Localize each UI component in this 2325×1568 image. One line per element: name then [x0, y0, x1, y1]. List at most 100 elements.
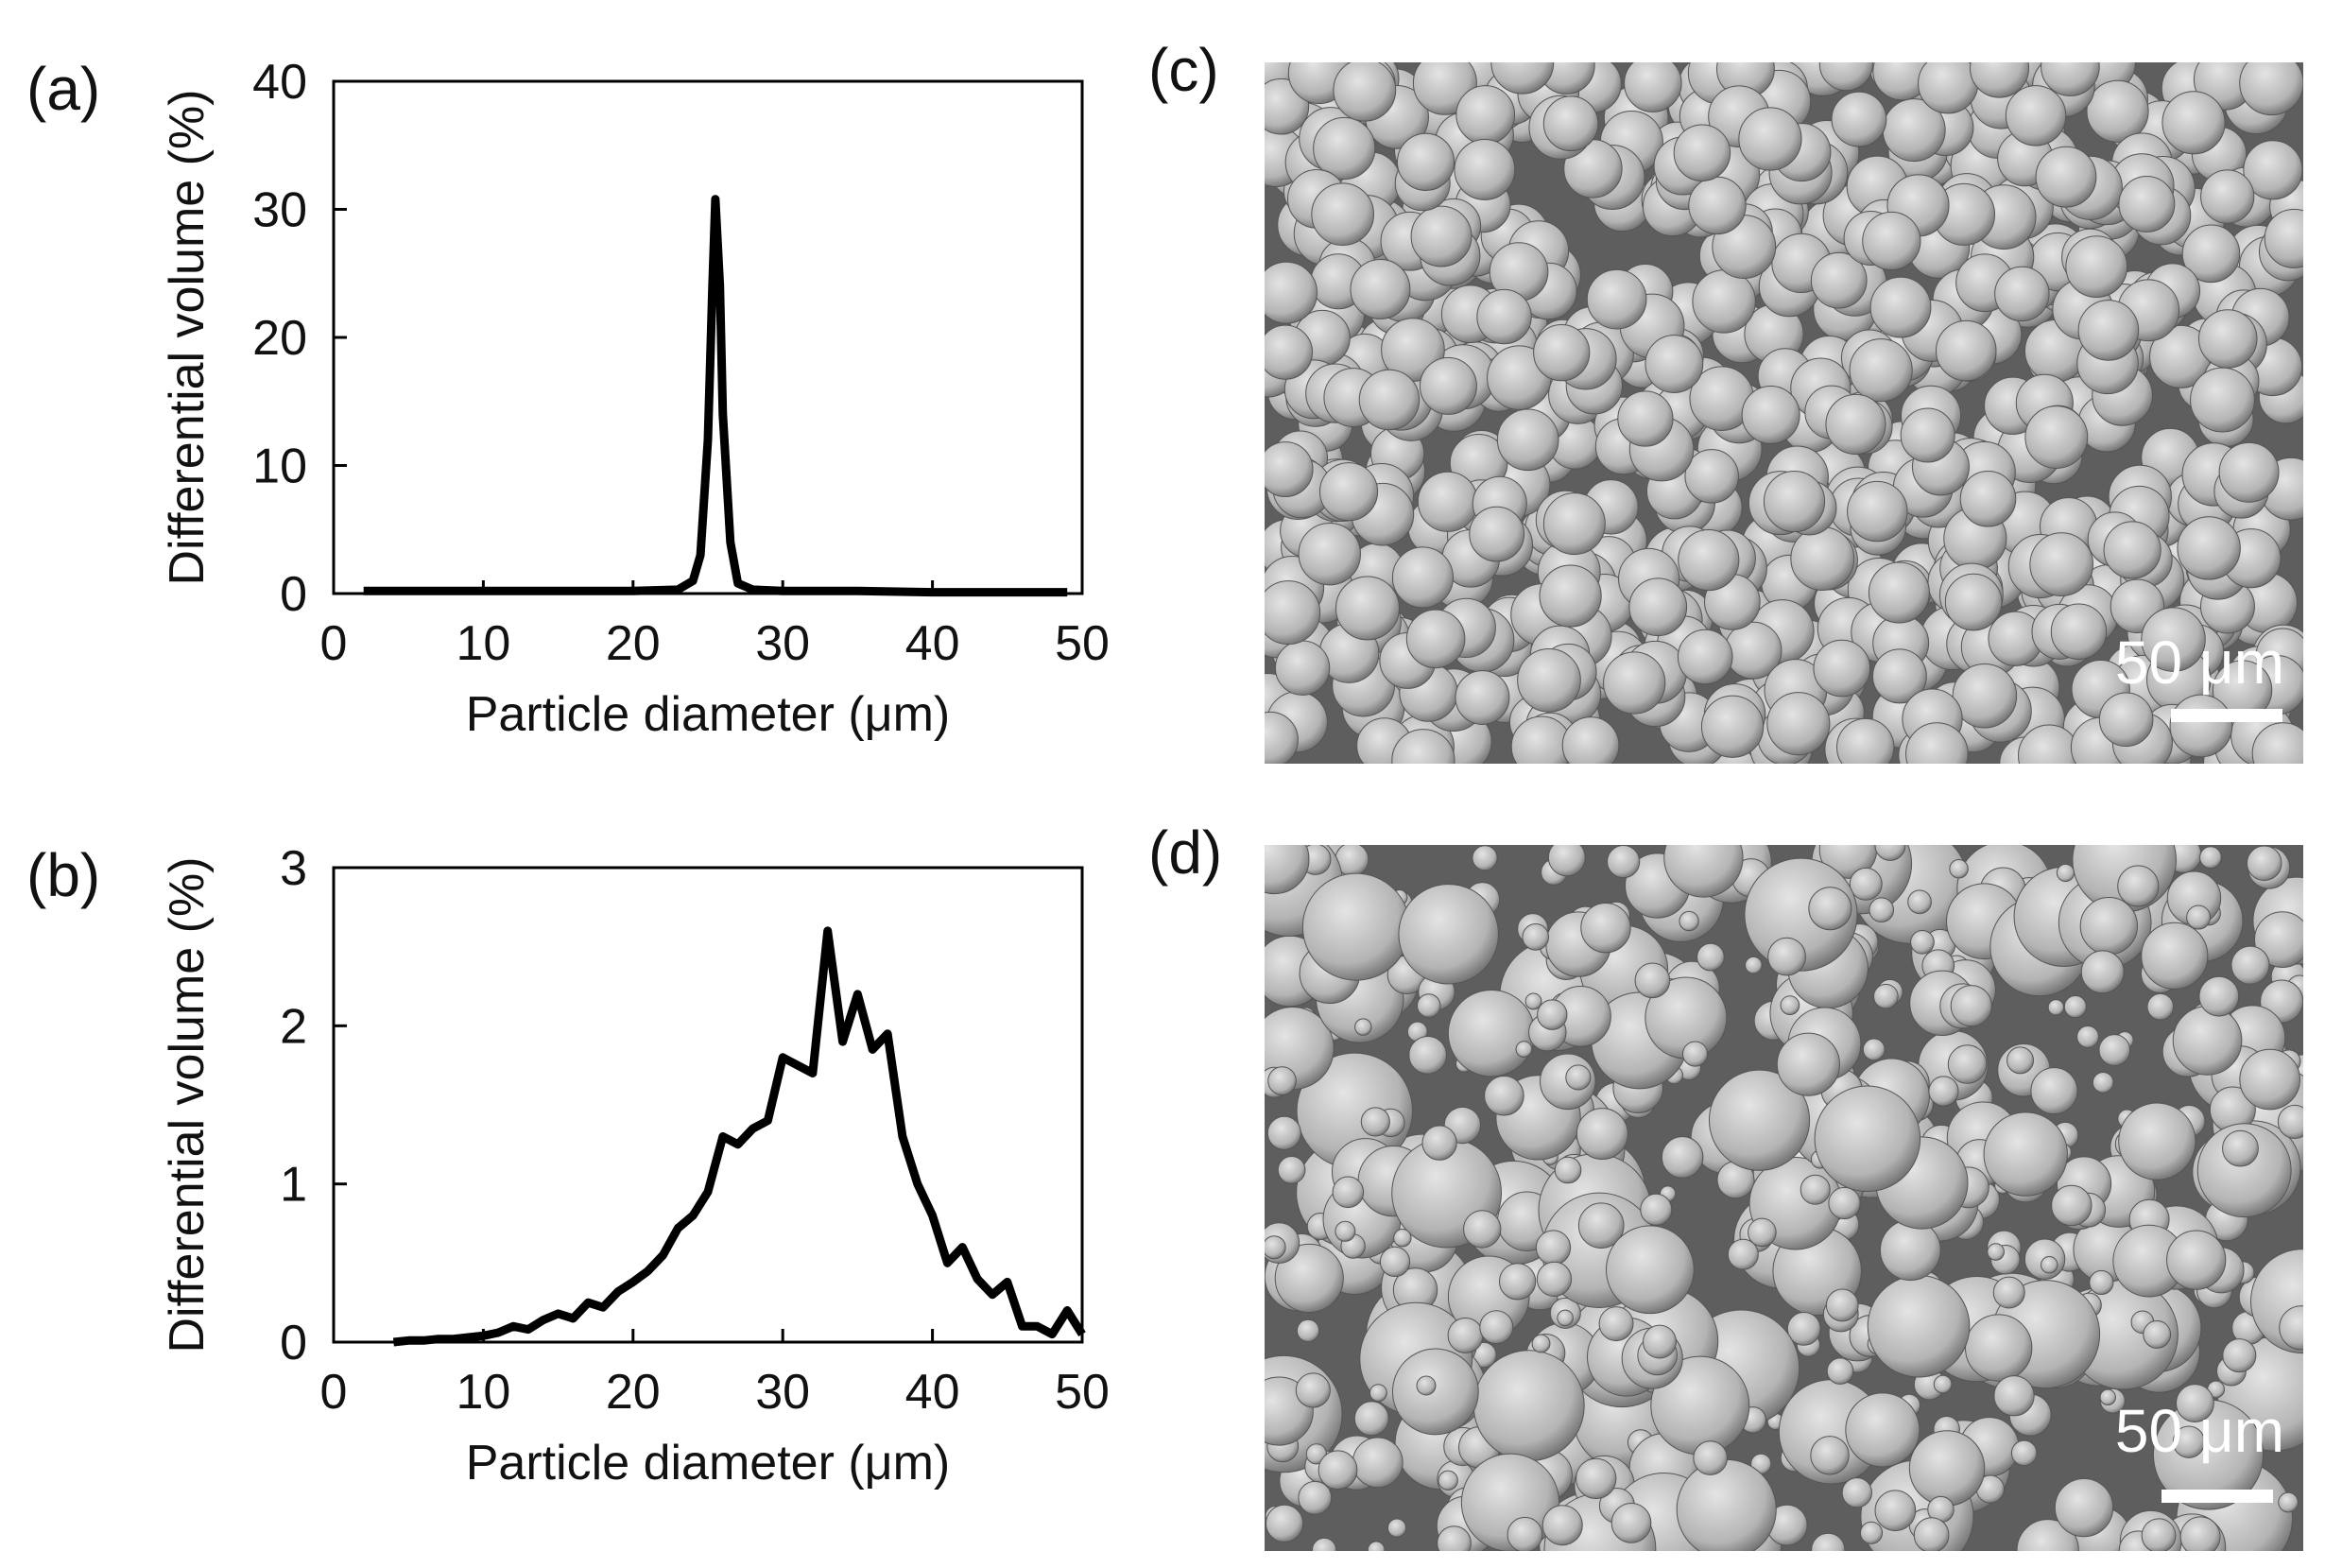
particle [1360, 1107, 1390, 1137]
particle [2251, 722, 2303, 764]
particle [1874, 845, 1906, 861]
particle [1542, 492, 1606, 556]
particle [2051, 1184, 2092, 1227]
panel-label: (b) [26, 841, 100, 909]
particle [1416, 1375, 1437, 1396]
particle [1419, 356, 1477, 415]
particle [2079, 897, 2139, 956]
particle [1688, 176, 1747, 235]
particle [1828, 1186, 1861, 1220]
x-tick-label: 30 [755, 1365, 810, 1420]
particle [2077, 300, 2140, 361]
particle [2218, 441, 2280, 503]
particle [1350, 259, 1411, 319]
particle [1539, 564, 1602, 628]
particle [2169, 694, 2233, 758]
particle [1918, 62, 1979, 114]
particle [1267, 1066, 1297, 1095]
particle [1642, 1324, 1677, 1359]
particle [1814, 1085, 1921, 1193]
particle [1964, 1314, 2033, 1382]
particle [2141, 922, 2209, 990]
particle [2172, 1006, 2243, 1076]
particle [1952, 663, 2018, 729]
particle [2246, 845, 2282, 882]
data-line [363, 195, 1068, 597]
particle [2029, 532, 2094, 596]
particle [1517, 647, 1581, 713]
particle [1313, 116, 1376, 181]
particle [1790, 526, 1855, 591]
particle [1536, 1261, 1573, 1298]
particle [1476, 288, 1532, 345]
particle [1928, 1076, 1959, 1107]
particle [1455, 85, 1516, 145]
particle [2143, 1319, 2172, 1349]
particle [1862, 211, 1921, 271]
particle [1472, 845, 1498, 871]
particle [1617, 390, 1674, 447]
particle [2098, 692, 2154, 748]
particle [1391, 729, 1455, 764]
particle [1869, 897, 1895, 923]
particle [1700, 695, 1765, 758]
particle [1417, 993, 1441, 1018]
particle [1813, 639, 1871, 698]
panel-label: (a) [26, 55, 100, 123]
particle [1983, 1111, 2068, 1197]
particle [2200, 169, 2255, 224]
x-tick-label: 20 [606, 616, 661, 671]
particle [1274, 1243, 1344, 1313]
particle [1605, 1225, 1695, 1315]
particle [2089, 1269, 2114, 1296]
particle [1447, 1317, 1484, 1353]
particle [2054, 1477, 2114, 1538]
data-line [392, 926, 1086, 1347]
particle [1531, 1334, 1551, 1353]
scale-bar-label: 50 μm [2115, 629, 2284, 697]
particle [1335, 1220, 1356, 1242]
particle [1867, 1274, 1971, 1378]
particle [1265, 441, 1314, 497]
particle [1874, 1490, 1917, 1532]
particle [1868, 561, 1930, 624]
scale-bar [2171, 709, 2282, 722]
particle [1849, 867, 1883, 901]
particle [1265, 1235, 1286, 1260]
particle [1408, 1035, 1447, 1075]
y-tick-label: 10 [252, 439, 307, 494]
particle [1367, 1541, 1386, 1551]
particle [1693, 1440, 1728, 1475]
particle [1265, 261, 1318, 324]
x-tick-label: 40 [905, 1365, 960, 1420]
particle [1417, 471, 1478, 532]
particle [1970, 62, 2030, 98]
particle [1871, 648, 1927, 704]
particle [1396, 132, 1455, 191]
particle [1869, 276, 1932, 338]
particle [1490, 62, 1555, 95]
y-tick-label: 1 [280, 1158, 307, 1213]
x-tick-label: 20 [606, 1365, 661, 1420]
particle [1933, 1374, 1953, 1394]
particle [1947, 1044, 1988, 1084]
particle [1542, 95, 1599, 152]
particle [1994, 266, 2050, 322]
particle [1847, 480, 1908, 543]
particle [1265, 845, 1310, 895]
particle [2118, 1102, 2196, 1180]
y-tick-label: 2 [280, 999, 307, 1054]
particle [2050, 603, 2108, 660]
particle [2239, 1048, 2300, 1111]
particle [2047, 999, 2065, 1016]
particle [1907, 889, 1932, 915]
particle [1533, 324, 1591, 382]
particle [2035, 146, 2097, 208]
particle [1873, 983, 1899, 1009]
particle [1522, 923, 1550, 951]
particle [1577, 1202, 1625, 1249]
particle [2086, 79, 2149, 143]
particle [2099, 1388, 2116, 1406]
plot-frame [332, 866, 1084, 1344]
